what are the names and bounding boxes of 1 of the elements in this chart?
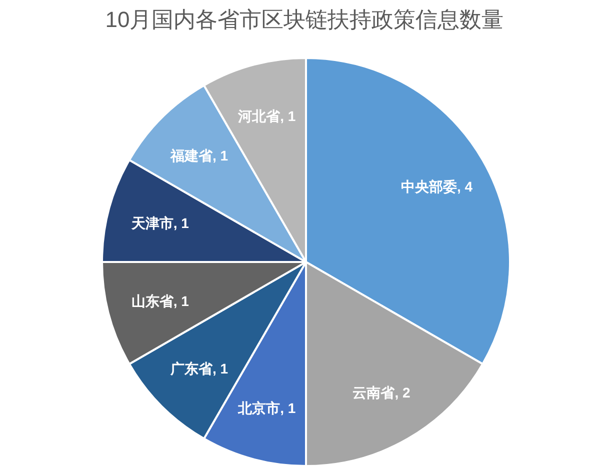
title: 10月国内各省市区块链扶持政策信息数量 [105, 7, 504, 32]
